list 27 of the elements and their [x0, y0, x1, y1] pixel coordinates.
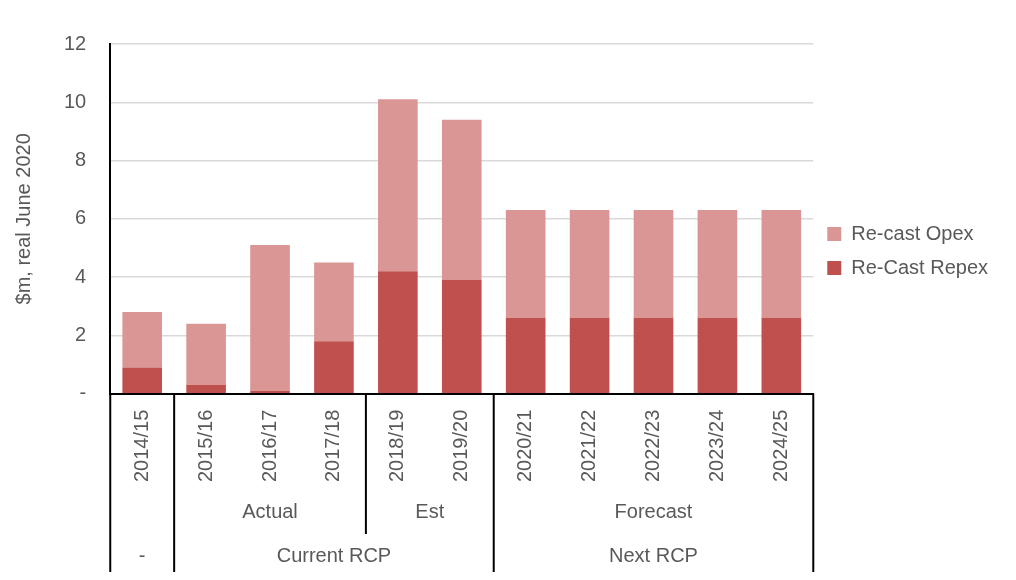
y-tick-label: 4 — [75, 264, 87, 287]
x-tick-label: 2016/17 — [257, 409, 280, 482]
x-tick-label: 2017/18 — [321, 409, 344, 482]
text: Current RCP — [276, 543, 392, 566]
x-tick-label: 2024/25 — [768, 409, 791, 482]
x-tick-label: 2019/20 — [449, 409, 472, 482]
x-tick-label: 2014/15 — [129, 409, 152, 482]
text: - — [138, 543, 146, 566]
y-tick-label: 6 — [75, 206, 87, 229]
x-tick-label: 2021/22 — [577, 409, 600, 482]
x-tick-label: 2020/21 — [513, 409, 536, 482]
x-tick-label: 2015/16 — [193, 409, 216, 482]
y-tick-label: 2 — [75, 322, 87, 345]
y-tick-label: - — [79, 381, 87, 404]
text: Est — [415, 499, 445, 522]
y-tick-label: 10 — [64, 89, 87, 112]
text: Forecast — [614, 499, 693, 522]
x-tick-label: 2023/24 — [704, 409, 727, 482]
legend-label: Re-Cast Repex — [851, 255, 988, 278]
x-tick-label: 2018/19 — [385, 409, 408, 482]
x-tick-label: 2022/23 — [641, 409, 664, 482]
y-tick-label: 12 — [64, 31, 87, 54]
legend-label: Re-cast Opex — [851, 221, 974, 244]
text: Next RCP — [609, 543, 698, 566]
text: Actual — [242, 499, 298, 522]
y-tick-label: 8 — [75, 148, 87, 171]
y-axis-title: $m, real June 2020 — [11, 133, 34, 305]
